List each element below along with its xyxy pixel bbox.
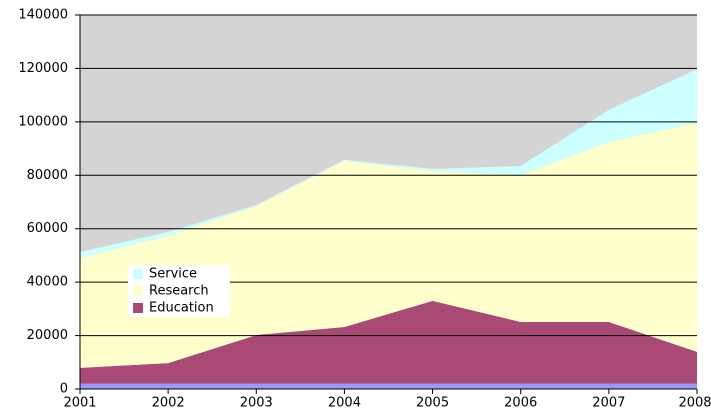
x-tick-label: 2008 (678, 396, 711, 411)
x-tick-label: 2001 (63, 396, 96, 411)
x-tick-label: 2007 (592, 396, 625, 411)
y-tick-label: 140000 (18, 8, 68, 23)
y-tick-label: 100000 (18, 114, 68, 129)
x-tick-label: 2004 (328, 396, 361, 411)
x-tick-label: 2006 (504, 396, 537, 411)
x-tick-label: 2003 (240, 396, 273, 411)
area (80, 300, 697, 384)
legend (128, 265, 230, 317)
legend-swatch (133, 269, 143, 279)
legend-swatch (133, 303, 143, 313)
legend-label: Research (149, 284, 209, 299)
legend-swatch (133, 286, 143, 296)
x-tick-label: 2005 (416, 396, 449, 411)
y-tick-label: 80000 (27, 168, 68, 183)
y-tick-label: 120000 (18, 61, 68, 76)
y-tick-label: 60000 (27, 221, 68, 236)
y-tick-label: 0 (60, 382, 68, 397)
area (80, 68, 697, 258)
legend-label: Service (149, 267, 197, 282)
y-tick-label: 20000 (27, 328, 68, 343)
x-tick-label: 2002 (152, 396, 185, 411)
area (80, 383, 697, 389)
area (80, 122, 697, 368)
y-tick-label: 40000 (27, 275, 68, 290)
legend-label: Education (149, 301, 214, 316)
